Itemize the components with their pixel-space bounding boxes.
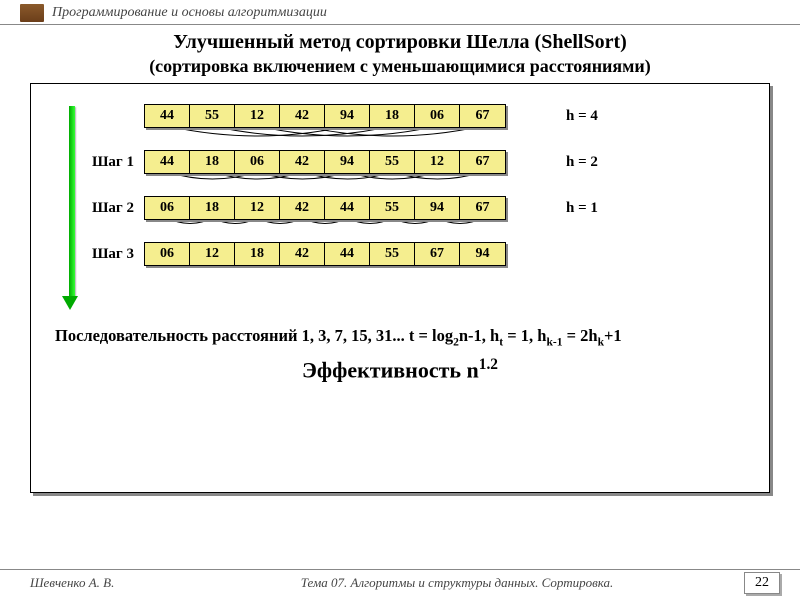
title-main: Улучшенный метод сортировки Шелла (Shell… — [30, 31, 770, 54]
array-row: 4455124294180667 h = 4 — [144, 104, 751, 128]
array-cell: 42 — [280, 151, 325, 173]
page-footer: Шевченко А. В. Тема 07. Алгоритмы и стру… — [0, 569, 800, 594]
array-cell: 55 — [370, 197, 415, 219]
array-cell: 44 — [145, 151, 190, 173]
array-cell: 18 — [190, 197, 235, 219]
array-cell: 42 — [280, 243, 325, 265]
cells-group: 0618124244559467 — [144, 196, 506, 220]
array-cell: 12 — [235, 197, 280, 219]
array-row: Шаг 30612184244556794 — [144, 242, 751, 266]
row-step-label: Шаг 3 — [74, 246, 134, 263]
main-area: Улучшенный метод сортировки Шелла (Shell… — [0, 25, 800, 493]
array-cell: 44 — [325, 197, 370, 219]
array-cell: 94 — [415, 197, 460, 219]
footer-topic: Тема 07. Алгоритмы и структуры данных. С… — [170, 575, 744, 591]
content-box: 4455124294180667h = 4Шаг 144180642945512… — [30, 83, 770, 493]
array-cell: 55 — [370, 151, 415, 173]
rows-container: 4455124294180667h = 4Шаг 144180642945512… — [144, 104, 751, 266]
array-cell: 06 — [145, 243, 190, 265]
array-cell: 12 — [190, 243, 235, 265]
cells-group: 4455124294180667 — [144, 104, 506, 128]
array-cell: 18 — [190, 151, 235, 173]
footer-page-number: 22 — [744, 572, 780, 594]
array-cell: 44 — [325, 243, 370, 265]
array-cell: 55 — [370, 243, 415, 265]
array-cell: 67 — [460, 197, 505, 219]
array-cell: 06 — [415, 105, 460, 127]
array-cell: 67 — [415, 243, 460, 265]
row-step-label: Шаг 1 — [74, 154, 134, 171]
cells-group: 0612184244556794 — [144, 242, 506, 266]
row-step-label: Шаг 2 — [74, 200, 134, 217]
title-sub: (сортировка включением с уменьшающимися … — [30, 56, 770, 77]
array-cell: 94 — [460, 243, 505, 265]
page-header: Программирование и основы алгоритмизации — [0, 0, 800, 25]
array-cell: 44 — [145, 105, 190, 127]
array-cell: 18 — [370, 105, 415, 127]
array-cell: 06 — [145, 197, 190, 219]
footer-author: Шевченко А. В. — [30, 575, 170, 591]
array-cell: 12 — [415, 151, 460, 173]
array-row: Шаг 14418064294551267h = 2 — [144, 150, 751, 174]
array-cell: 12 — [235, 105, 280, 127]
efficiency-text: Эффективность n1.2 — [49, 356, 751, 383]
array-cell: 94 — [325, 151, 370, 173]
array-cell: 67 — [460, 105, 505, 127]
sequence-formula: Последовательность расстояний 1, 3, 7, 1… — [49, 326, 751, 348]
header-title: Программирование и основы алгоритмизации — [52, 5, 327, 21]
h-value-label: h = 2 — [566, 154, 598, 171]
h-value-label: h = 4 — [566, 108, 598, 125]
array-cell: 18 — [235, 243, 280, 265]
array-row: Шаг 20618124244559467h = 1 — [144, 196, 751, 220]
header-logo-icon — [20, 4, 44, 22]
array-cell: 67 — [460, 151, 505, 173]
h-value-label: h = 1 — [566, 200, 598, 217]
array-cell: 55 — [190, 105, 235, 127]
array-cell: 06 — [235, 151, 280, 173]
array-cell: 42 — [280, 197, 325, 219]
cells-group: 4418064294551267 — [144, 150, 506, 174]
array-cell: 42 — [280, 105, 325, 127]
array-cell: 94 — [325, 105, 370, 127]
